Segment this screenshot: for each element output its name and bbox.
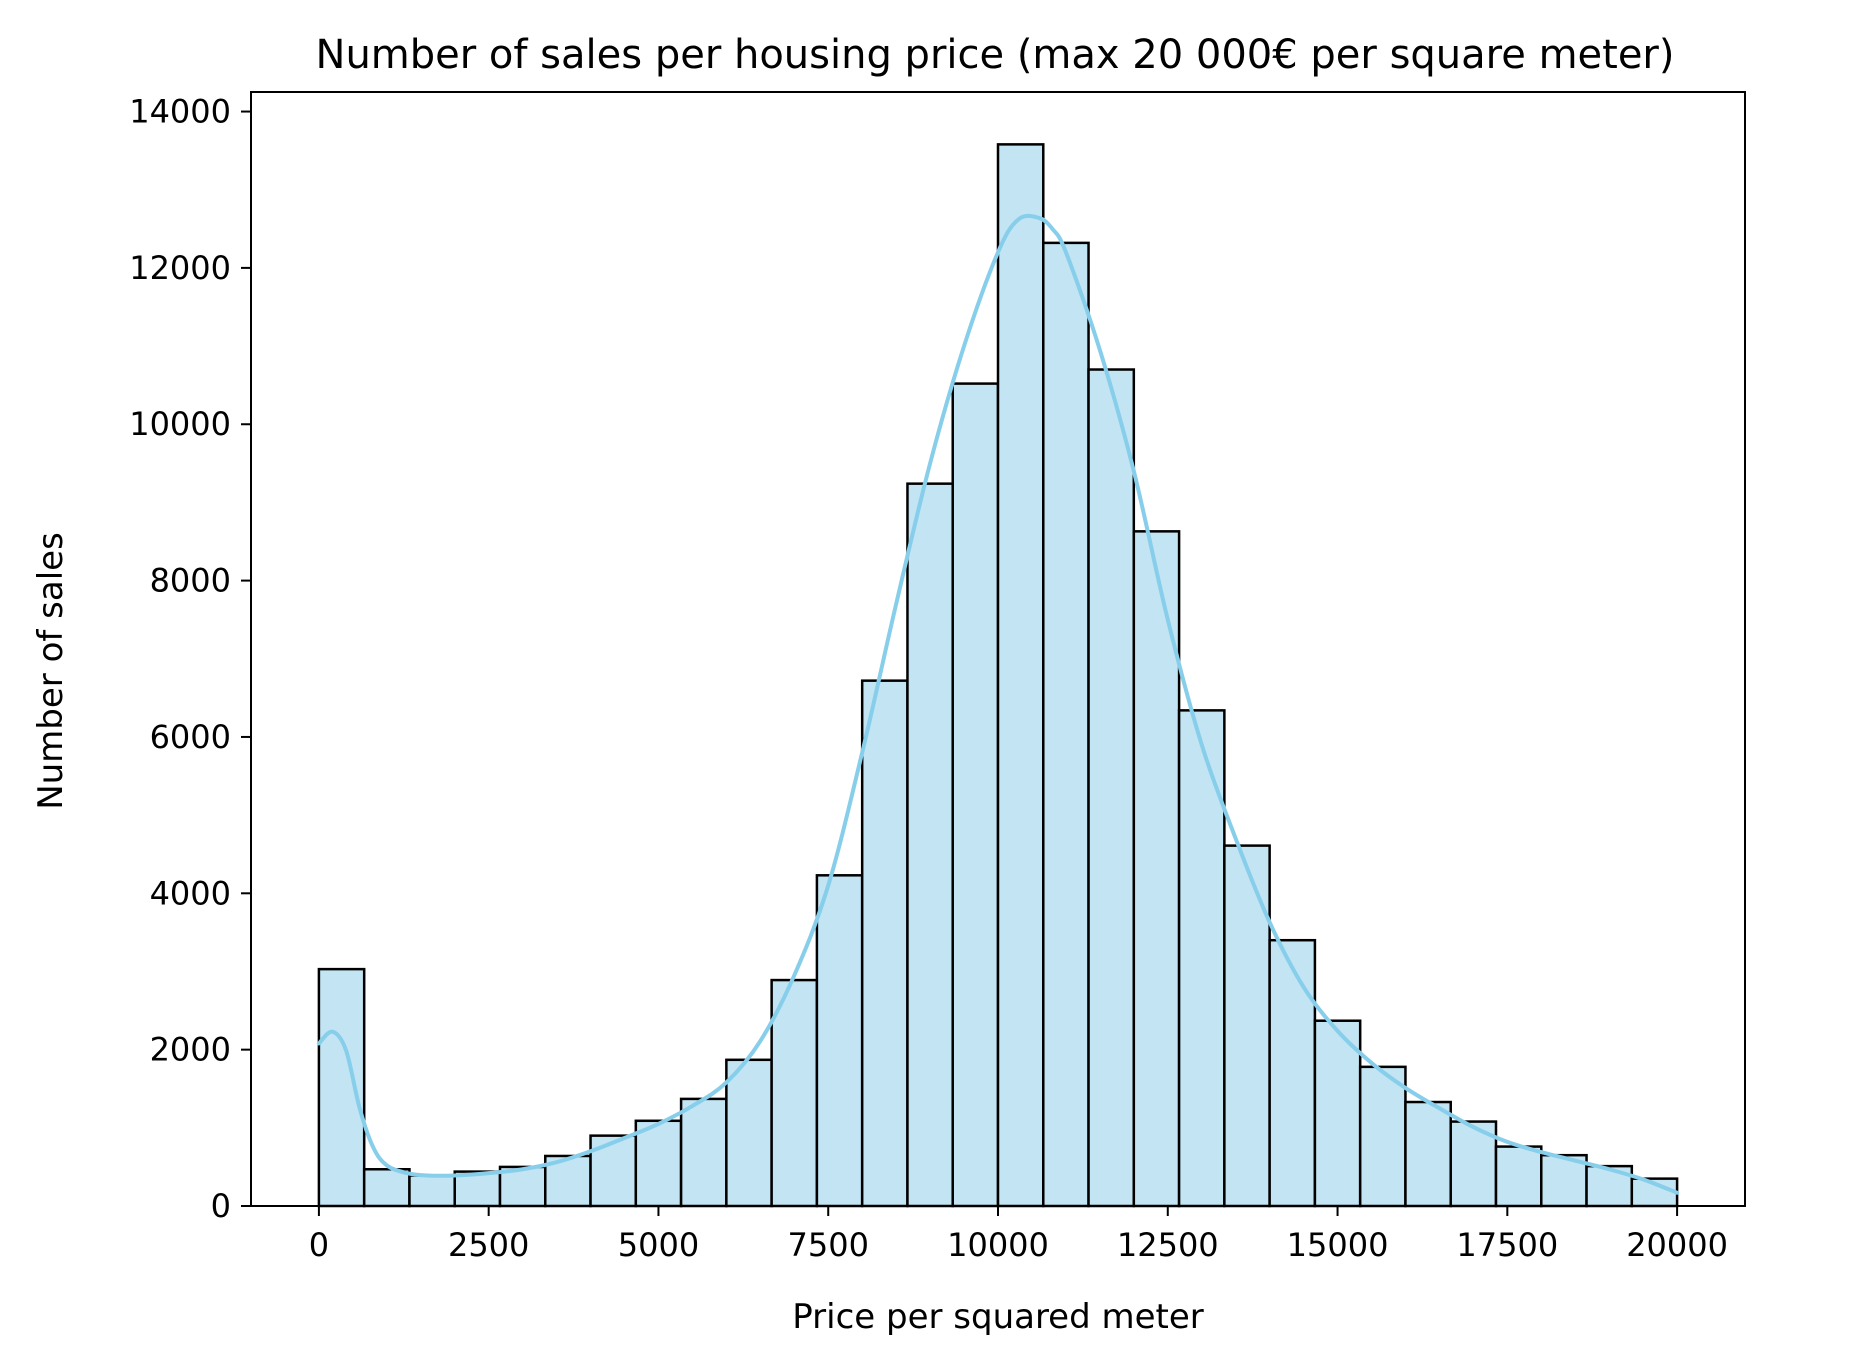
histogram-bar <box>860 679 909 1208</box>
bars-group <box>317 143 1679 1208</box>
y-tick-label: 14000 <box>129 93 231 131</box>
histogram-bar <box>408 1174 456 1208</box>
histogram-bar <box>679 1097 728 1208</box>
histogram-bar <box>1042 241 1090 1208</box>
x-tick-label: 17500 <box>1456 1226 1558 1264</box>
histogram-bar <box>1358 1065 1407 1208</box>
y-tick-label: 12000 <box>129 249 231 287</box>
y-tick-label: 8000 <box>150 562 231 600</box>
x-tick-label: 15000 <box>1287 1226 1389 1264</box>
histogram-bar <box>996 143 1045 1208</box>
histogram-bar <box>589 1134 638 1208</box>
histogram-bar <box>1087 368 1136 1208</box>
histogram-bar <box>1494 1145 1543 1208</box>
x-axis-title: Price per squared meter <box>792 1297 1204 1337</box>
x-tick-label: 10000 <box>947 1226 1049 1264</box>
x-tick-label: 5000 <box>618 1226 699 1264</box>
histogram-bar <box>362 1168 411 1208</box>
histogram-bar <box>1404 1100 1452 1208</box>
histogram-bar <box>770 978 819 1208</box>
x-tick-label: 2500 <box>448 1226 529 1264</box>
x-tick-label: 7500 <box>788 1226 869 1264</box>
x-tick-label: 20000 <box>1626 1226 1728 1264</box>
histogram-bar <box>1177 709 1226 1208</box>
histogram-bar <box>317 967 366 1208</box>
histogram-bar <box>725 1058 773 1208</box>
y-axis-title: Number of sales <box>31 532 71 810</box>
histogram-bar <box>1268 938 1317 1208</box>
x-tick-label: 12500 <box>1117 1226 1219 1264</box>
y-tick-label: 6000 <box>150 718 231 756</box>
y-tick-label: 4000 <box>150 874 231 912</box>
x-axis-ticks: 0 2500 5000 7500 10000 12500 15000 17500 20000 <box>309 1206 1728 1264</box>
histogram-bar <box>951 382 1000 1208</box>
y-tick-label: 10000 <box>129 405 231 443</box>
histogram-bar <box>906 482 954 1208</box>
chart-title: Number of sales per housing price (max 2… <box>316 32 1675 78</box>
kde-curve <box>316 213 1680 1195</box>
histogram-bar <box>634 1119 683 1208</box>
histogram-bar <box>815 874 864 1208</box>
y-tick-label: 2000 <box>150 1031 231 1069</box>
y-tick-label: 0 <box>211 1187 231 1225</box>
y-axis-ticks: 0 2000 4000 6000 8000 10000 12000 14000 <box>129 93 251 1225</box>
x-tick-label: 0 <box>309 1226 329 1264</box>
histogram-bar <box>1223 844 1271 1208</box>
kde-layer <box>316 213 1680 1195</box>
